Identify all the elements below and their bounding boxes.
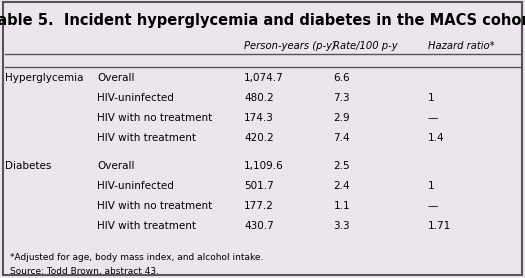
Text: Diabetes: Diabetes	[5, 161, 51, 171]
Text: 501.7: 501.7	[244, 181, 274, 191]
Text: 174.3: 174.3	[244, 113, 274, 123]
Text: HIV with treatment: HIV with treatment	[97, 133, 196, 143]
Text: —: —	[428, 113, 438, 123]
Text: 6.6: 6.6	[333, 73, 350, 83]
FancyBboxPatch shape	[3, 2, 522, 275]
Text: —: —	[428, 201, 438, 211]
Text: 7.3: 7.3	[333, 93, 350, 103]
Text: 1: 1	[428, 181, 435, 191]
Text: 1.1: 1.1	[333, 201, 350, 211]
Text: 2.5: 2.5	[333, 161, 350, 171]
Text: Overall: Overall	[97, 161, 134, 171]
Text: 2.9: 2.9	[333, 113, 350, 123]
Text: Table 5.  Incident hyperglycemia and diabetes in the MACS cohort: Table 5. Incident hyperglycemia and diab…	[0, 13, 525, 28]
Text: Rate/100 p-y: Rate/100 p-y	[333, 41, 398, 51]
Text: HIV-uninfected: HIV-uninfected	[97, 93, 174, 103]
Text: Person-years (p-y): Person-years (p-y)	[244, 41, 336, 51]
Text: HIV with no treatment: HIV with no treatment	[97, 113, 213, 123]
Text: 1,109.6: 1,109.6	[244, 161, 284, 171]
Text: Hyperglycemia: Hyperglycemia	[5, 73, 84, 83]
Text: 1.71: 1.71	[428, 221, 451, 231]
Text: 430.7: 430.7	[244, 221, 274, 231]
Text: 177.2: 177.2	[244, 201, 274, 211]
Text: Source: Todd Brown, abstract 43.: Source: Todd Brown, abstract 43.	[10, 267, 160, 276]
Text: *Adjusted for age, body mass index, and alcohol intake.: *Adjusted for age, body mass index, and …	[10, 253, 264, 262]
Text: 7.4: 7.4	[333, 133, 350, 143]
Text: 1,074.7: 1,074.7	[244, 73, 284, 83]
Text: HIV with no treatment: HIV with no treatment	[97, 201, 213, 211]
Text: Hazard ratio*: Hazard ratio*	[428, 41, 495, 51]
Text: 3.3: 3.3	[333, 221, 350, 231]
Text: HIV with treatment: HIV with treatment	[97, 221, 196, 231]
Text: 2.4: 2.4	[333, 181, 350, 191]
Text: 480.2: 480.2	[244, 93, 274, 103]
Text: Overall: Overall	[97, 73, 134, 83]
Text: 1: 1	[428, 93, 435, 103]
Text: 1.4: 1.4	[428, 133, 445, 143]
Text: 420.2: 420.2	[244, 133, 274, 143]
Text: HIV-uninfected: HIV-uninfected	[97, 181, 174, 191]
